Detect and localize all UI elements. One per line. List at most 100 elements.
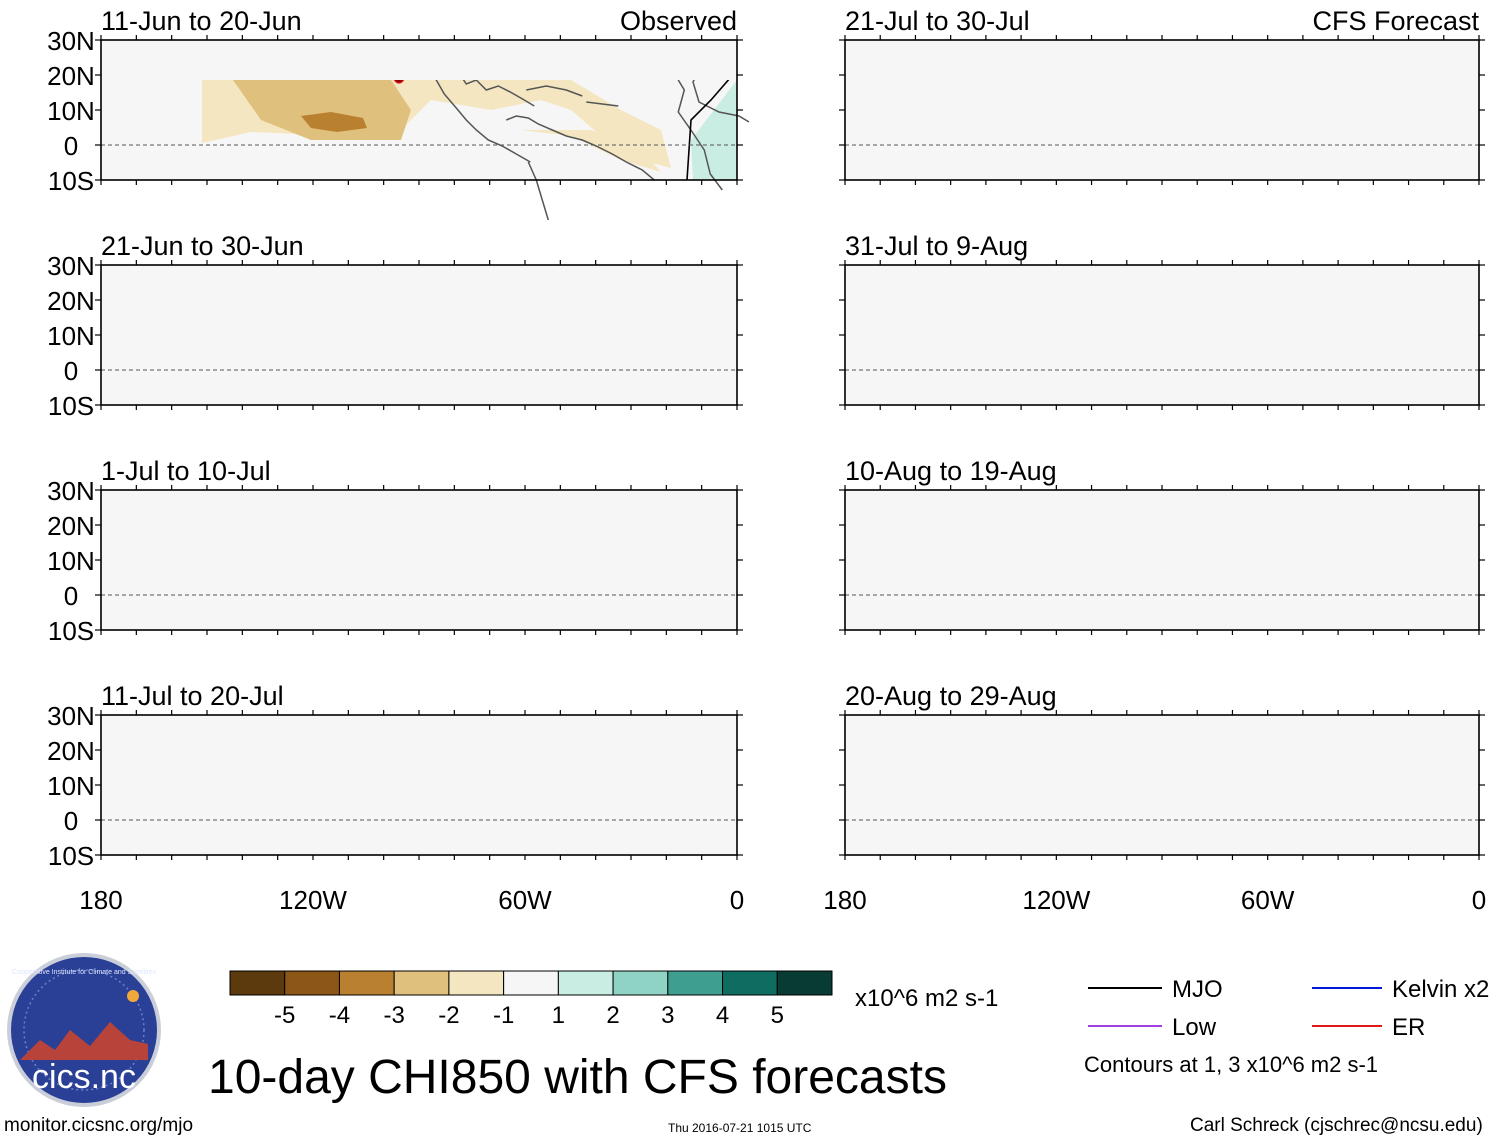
panel-title: 31-Jul to 9-Aug [845, 231, 1028, 261]
map-panel-left-1: D 30N 20N 10N 0 10S 11-Jun to 20-Jun Observed [47, 6, 750, 220]
panel-field: D [202, 69, 750, 220]
lat-label: 30N [47, 26, 95, 56]
lat-label: 30N [47, 476, 95, 506]
logo-text: cics.nc [32, 1058, 136, 1096]
lon-label: 180 [823, 885, 866, 915]
colorbar: -5 -4 -3 -2 -1 1 2 3 4 5 [229, 970, 833, 1029]
anomaly-shading [691, 80, 737, 180]
footer-author: Carl Schreck (cjschrec@ncsu.edu) [1190, 1115, 1483, 1136]
cics-logo: cics.nc Cooperative Institute for Climate… [7, 953, 161, 1107]
panel-background [845, 265, 1479, 405]
colorbar-swatch [776, 970, 833, 996]
lon-label: 120W [279, 885, 347, 915]
colorbar-label: 1 [552, 1002, 565, 1029]
legend-label: Kelvin x2 [1392, 976, 1489, 1003]
map-panel-right-4: 20-Aug to 29-Aug [839, 681, 1485, 860]
panel-background [101, 265, 737, 405]
africa-outline [692, 80, 750, 123]
panel-title: 20-Aug to 29-Aug [845, 681, 1057, 711]
legend-label: ER [1392, 1014, 1425, 1041]
lat-label: 10N [47, 321, 95, 351]
lat-label: 10S [48, 166, 94, 196]
colorbar-swatch [229, 970, 286, 996]
lon-label: 60W [498, 885, 552, 915]
footer-website[interactable]: monitor.cicsnc.org/mjo [4, 1115, 194, 1136]
colorbar-swatch [284, 970, 340, 996]
colorbar-label: -3 [384, 1002, 405, 1029]
line-legend: MJO Kelvin x2 Low ER [1088, 976, 1489, 1041]
logo-disc [7, 953, 161, 1107]
lat-label: 10N [47, 546, 95, 576]
anomaly-shading [233, 80, 411, 140]
colorbar-swatch [338, 970, 395, 996]
lon-label: 60W [1241, 885, 1295, 915]
lat-label: 10N [47, 96, 95, 126]
colorbar-swatch [667, 970, 724, 996]
lat-label: 0 [64, 581, 78, 611]
lon-label: 0 [1472, 885, 1486, 915]
africa-coastline [692, 80, 750, 123]
lon-label: 0 [730, 885, 744, 915]
legend-label: MJO [1172, 976, 1223, 1003]
lat-label: 30N [47, 251, 95, 281]
map-panel-left-3: AB30N20N10N010S1-Jul to 10-Jul [47, 456, 743, 646]
panel-tag: Observed [620, 6, 737, 36]
lat-label: 20N [47, 286, 95, 316]
colorbar-swatch [557, 970, 614, 996]
lat-label: 10S [48, 391, 94, 421]
colorbar-swatch [393, 970, 450, 996]
lat-label: 10S [48, 616, 94, 646]
lon-label: 180 [79, 885, 122, 915]
colorbar-label: -5 [274, 1002, 295, 1029]
footer-timestamp: Thu 2016-07-21 1015 UTC [668, 1121, 812, 1135]
main-title: 10-day CHI850 with CFS forecasts [208, 1051, 947, 1104]
storm-blob [393, 80, 405, 84]
panel-title: 21-Jul to 30-Jul [845, 6, 1030, 36]
map-panel-right-3: 10-Aug to 19-Aug [839, 456, 1485, 635]
logo-ring [23, 969, 145, 1091]
lon-label: 120W [1022, 885, 1090, 915]
map-panel-right-2: 31-Jul to 9-Aug [839, 231, 1485, 410]
lat-label: 30N [47, 701, 95, 731]
panel-title: 21-Jun to 30-Jun [101, 231, 304, 261]
lat-label: 20N [47, 736, 95, 766]
map-panel-right-1: 21-Jul to 30-Jul CFS Forecast [839, 6, 1485, 185]
logo-sun [127, 990, 139, 1002]
map-panel-left-4: D30N20N10N010S11-Jul to 20-Jul [47, 681, 743, 871]
colorbar-swatch [612, 970, 669, 996]
lat-label: 10N [47, 771, 95, 801]
panel-title: 11-Jul to 20-Jul [101, 681, 284, 711]
panel-background [101, 715, 737, 855]
storm-marker: D [393, 69, 405, 84]
panel-title: 1-Jul to 10-Jul [101, 456, 271, 486]
lat-label: 10S [48, 841, 94, 871]
lat-label: 20N [47, 511, 95, 541]
panel-background [845, 40, 1479, 180]
colorbar-label: -4 [329, 1002, 350, 1029]
anomaly-shading [301, 112, 367, 132]
colorbar-label: 2 [606, 1002, 619, 1029]
colorbar-label: 3 [661, 1002, 674, 1029]
panel-background [845, 490, 1479, 630]
lat-label: 0 [64, 131, 78, 161]
colorbar-swatch [722, 970, 778, 996]
colorbar-units: x10^6 m2 s-1 [855, 985, 999, 1012]
panel-background [845, 715, 1479, 855]
colorbar-label: 5 [771, 1002, 784, 1029]
logo-ring-text: Cooperative Institute for Climate and Sa… [12, 969, 156, 976]
lat-label: 0 [64, 806, 78, 836]
lat-label: 0 [64, 356, 78, 386]
colorbar-label: -2 [438, 1002, 459, 1029]
panel-title: 11-Jun to 20-Jun [101, 6, 302, 36]
storm-letter: D [395, 69, 403, 81]
colorbar-swatch [448, 970, 505, 996]
logo-mountains [20, 1022, 148, 1060]
lat-label: 20N [47, 61, 95, 91]
panel-background [101, 490, 737, 630]
contour-line [686, 80, 730, 181]
colorbar-swatch [503, 970, 559, 996]
map-panel-left-2: 30N 20N 10N 0 10S 21-Jun to 30-Jun [47, 231, 743, 421]
colorbar-label: -1 [493, 1002, 514, 1029]
panel-tag: CFS Forecast [1312, 6, 1479, 36]
